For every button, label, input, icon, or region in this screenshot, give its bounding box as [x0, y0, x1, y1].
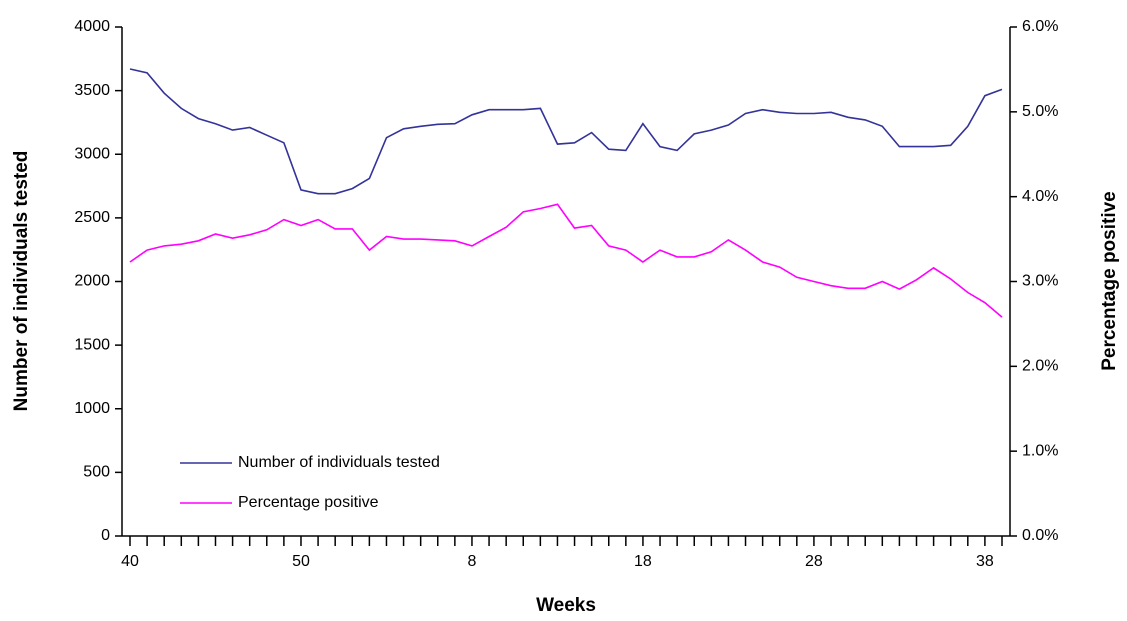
y-tick-label: 2500 — [74, 209, 110, 226]
series-line — [129, 203, 1003, 318]
y2-tick-label: 4.0% — [1022, 188, 1058, 205]
y-tick-label: 1500 — [74, 336, 110, 353]
y2-tick-label: 1.0% — [1022, 442, 1058, 459]
series-line — [129, 68, 1003, 195]
x-axis-title: Weeks — [536, 595, 596, 616]
x-tick-label: 40 — [121, 553, 139, 570]
x-tick-label: 28 — [805, 553, 823, 570]
legend-label: Number of individuals tested — [238, 454, 440, 471]
y-tick-label: 3500 — [74, 82, 110, 99]
y-tick-label: 1000 — [74, 400, 110, 417]
x-tick-label: 18 — [634, 553, 652, 570]
y2-tick-label: 6.0% — [1022, 18, 1058, 35]
x-tick-label: 38 — [976, 553, 994, 570]
x-tick-label: 8 — [468, 553, 477, 570]
y-axis-title: Number of individuals tested — [11, 151, 32, 412]
y2-axis-title: Percentage positive — [1099, 191, 1120, 371]
y2-tick-label: 0.0% — [1022, 527, 1058, 544]
y-tick-label: 0 — [101, 527, 110, 544]
y2-tick-label: 2.0% — [1022, 358, 1058, 375]
y-tick-label: 500 — [83, 464, 110, 481]
y2-tick-label: 5.0% — [1022, 103, 1058, 120]
y-tick-label: 3000 — [74, 145, 110, 162]
y2-tick-label: 3.0% — [1022, 273, 1058, 290]
y-tick-label: 2000 — [74, 273, 110, 290]
x-tick-label: 50 — [292, 553, 310, 570]
y-tick-label: 4000 — [74, 18, 110, 35]
legend-label: Percentage positive — [238, 494, 379, 511]
